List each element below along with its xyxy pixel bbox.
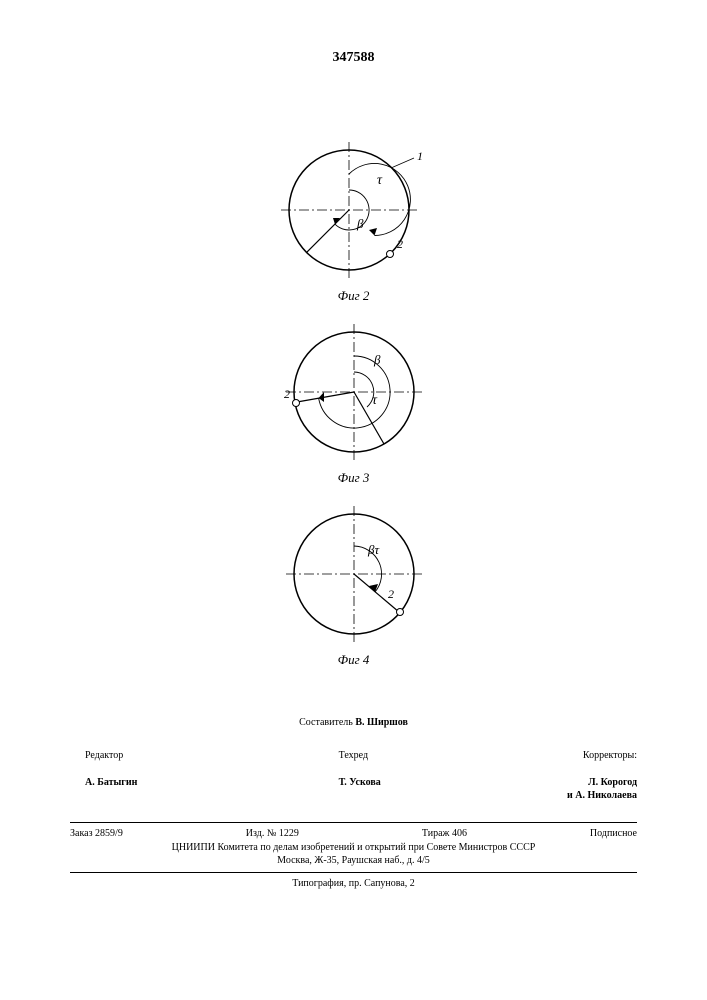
editor-name: А. Батыгин — [85, 777, 137, 788]
label-tau: τ — [372, 393, 378, 408]
figure-4: βτ 2 — [269, 504, 439, 644]
order-number: Заказ 2859/9 — [70, 827, 123, 841]
label-2: 2 — [397, 237, 403, 251]
credits-block: Составитель В. Ширшов Редактор А. Батыги… — [70, 716, 637, 891]
label-tau: τ — [377, 173, 383, 188]
fig2-caption: Фиг 2 — [338, 288, 370, 304]
izd-number: Изд. № 1229 — [246, 827, 299, 841]
compiler-name: В. Ширшов — [355, 717, 408, 728]
proof-label: Корректоры: — [583, 750, 637, 761]
compiler-label: Составитель — [299, 717, 353, 728]
podpisnoe: Подписное — [590, 827, 637, 841]
figure-3: β τ 2 — [269, 322, 439, 462]
fig3-caption: Фиг 3 — [338, 470, 370, 486]
addr-line: Москва, Ж-35, Раушская наб., д. 4/5 — [70, 854, 637, 873]
label-beta: β — [356, 216, 364, 231]
tirazh: Тираж 406 — [422, 827, 467, 841]
label-1: 1 — [417, 149, 423, 163]
page-number: 347588 — [333, 50, 375, 66]
org-line: ЦНИИПИ Комитета по делам изобретений и о… — [70, 841, 637, 855]
figure-2: τ β 1 2 — [269, 140, 439, 280]
figures-container: τ β 1 2 Фиг 2 β τ 2 Фиг 3 — [269, 140, 439, 678]
label-2: 2 — [284, 387, 290, 401]
proof-names: Л. Корогод и А. Николаева — [567, 777, 637, 802]
fig4-caption: Фиг 4 — [338, 652, 370, 668]
label-2: 2 — [388, 587, 394, 601]
tech-name: Т. Ускова — [339, 777, 381, 788]
label-beta: β — [373, 352, 381, 367]
label-beta-tau: βτ — [367, 542, 380, 557]
editor-label: Редактор — [85, 750, 123, 761]
typography-line: Типография, пр. Сапунова, 2 — [70, 877, 637, 891]
tech-label: Техред — [339, 750, 368, 761]
